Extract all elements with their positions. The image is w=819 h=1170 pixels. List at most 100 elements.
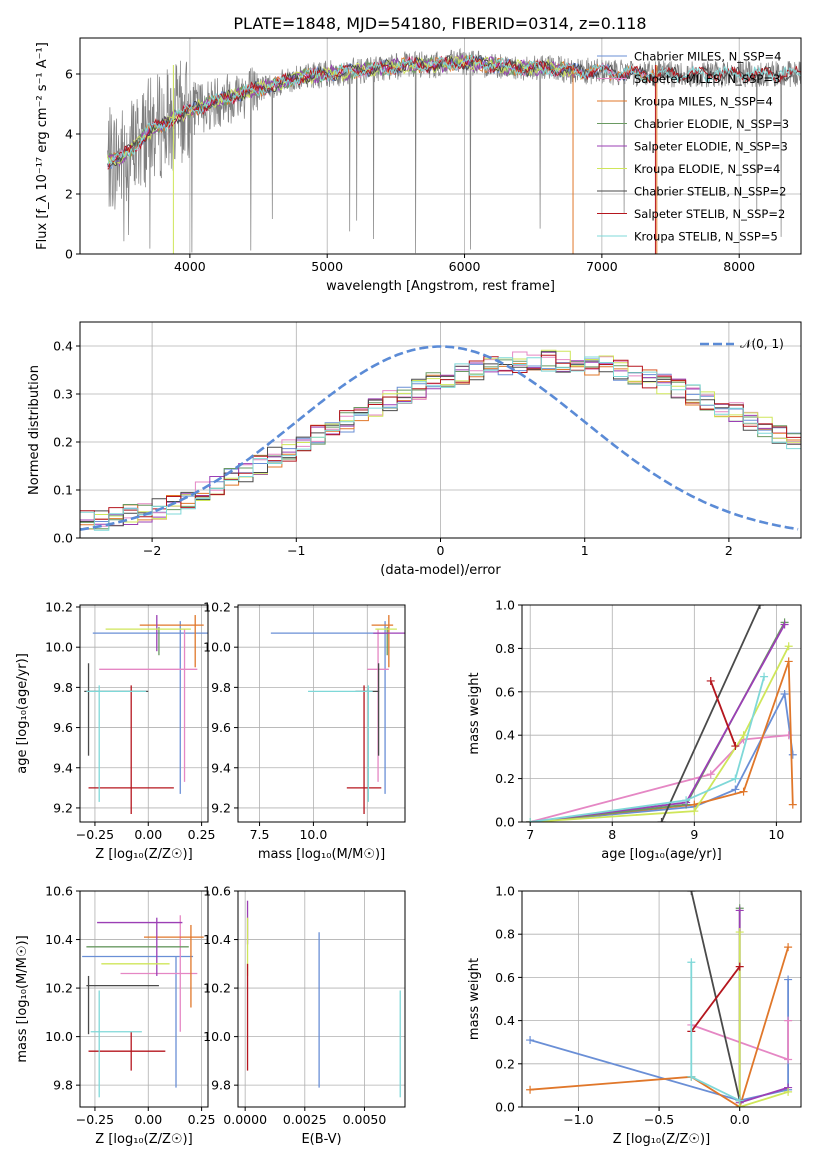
mass-weight-line — [529, 734, 789, 822]
mass-weight-marker — [784, 1016, 793, 1025]
x-tick-label: 10 — [768, 827, 784, 842]
x-tick-label: 5000 — [311, 259, 343, 274]
mass-weight-line — [738, 932, 789, 1107]
axes-frame — [79, 604, 209, 823]
axes-mass-vs-Z: −0.25 0.00 0.25 9.8 10.0 10.2 10.4 10.6 Z [log₁₀… — [15, 884, 216, 1148]
mass-weight-line — [530, 946, 789, 1107]
mass-weight-marker — [780, 689, 789, 698]
x-axis-label: mass [log₁₀(M/M☉)] — [258, 847, 385, 862]
y-tick-label: 9.2 — [53, 800, 73, 815]
y-tick-label: 0.2 — [53, 435, 73, 450]
axes-frame — [79, 890, 209, 1108]
x-axis-label: E(B-V) — [301, 1132, 341, 1147]
y-tick-label: 9.8 — [211, 680, 231, 695]
x-tick-label: 9 — [690, 827, 698, 842]
mass-weight-line — [660, 605, 761, 822]
residual-histogram — [80, 351, 801, 530]
gaussian-curve — [80, 345, 799, 531]
legend-label: Chabrier STELIB, N_SSP=2 — [634, 185, 786, 199]
x-tick-label: 0.25 — [188, 1112, 216, 1127]
mass-weight-marker — [690, 807, 699, 816]
y-axis-label: mass weight — [467, 672, 482, 754]
y-tick-label: 6 — [65, 67, 73, 82]
x-axis-label: age [log₁₀(age/yr)] — [601, 847, 722, 862]
y-tick-label: 0.2 — [495, 1056, 515, 1071]
y-tick-label: 0.8 — [495, 927, 515, 942]
y-axis-label: mass weight — [467, 958, 482, 1040]
x-tick-label: 0.00 — [134, 827, 162, 842]
mass-weight-marker — [784, 642, 793, 651]
axes-mass-vs-EBV: 0.0000 0.0025 0.0050 9.8 10.0 10.2 10.4 10.6 E(B… — [203, 884, 406, 1147]
y-tick-label: 0.0 — [53, 531, 73, 546]
y-axis-label: Normed distribution — [27, 365, 42, 495]
x-tick-label: −0.25 — [76, 1112, 114, 1127]
axes-frame — [237, 890, 406, 1108]
mass-weight-marker — [735, 1096, 744, 1105]
plot-area — [526, 605, 797, 822]
y-tick-label: 4 — [65, 127, 73, 142]
mass-weight-marker — [755, 605, 764, 609]
legend-label: Kroupa STELIB, N_SSP=5 — [634, 230, 778, 244]
y-tick-label: 10.0 — [203, 1029, 231, 1044]
x-tick-label: 2 — [725, 543, 733, 558]
mass-weight-line — [530, 624, 786, 822]
y-tick-label: 10.2 — [45, 981, 73, 996]
axes-mass-weight-vs-Z: −1.0 −0.5 0.0 0.0 0.2 0.4 0.6 0.8 1.0 Z [log₁₀(Z/… — [467, 884, 802, 1147]
y-tick-label: 0.6 — [495, 684, 515, 699]
y-tick-label: 10.4 — [45, 932, 73, 947]
mass-weight-line — [530, 645, 790, 822]
y-tick-label: 10.4 — [203, 932, 231, 947]
mass-weight-marker — [784, 1087, 793, 1096]
y-tick-label: 0.2 — [495, 771, 515, 786]
mass-weight-marker — [788, 750, 797, 759]
mass-weight-marker — [731, 785, 740, 794]
mass-weight-marker — [788, 800, 797, 809]
x-axis-label: wavelength [Angstrom, rest frame] — [326, 279, 555, 294]
y-tick-label: 10.0 — [203, 640, 231, 655]
y-tick-label: 0.4 — [53, 339, 73, 354]
x-tick-label: −2 — [143, 543, 161, 558]
plot-area — [84, 615, 208, 814]
mass-weight-line — [690, 966, 741, 1032]
y-tick-label: 0 — [65, 247, 73, 262]
mass-weight-line — [530, 676, 765, 822]
residual-histogram — [80, 351, 801, 527]
x-tick-label: 0.0 — [730, 1112, 750, 1127]
mass-weight-marker — [687, 891, 696, 895]
legend-label: Chabrier ELODIE, N_SSP=3 — [634, 117, 789, 131]
y-tick-label: 10.0 — [45, 1029, 73, 1044]
y-tick-label: 10.2 — [203, 981, 231, 996]
axes-residuals: −2 −1 0 1 2 0.0 0.1 0.2 0.3 0.4 (data-model)/error… — [27, 321, 802, 578]
y-tick-label: 1.0 — [495, 598, 515, 613]
mass-weight-marker — [784, 943, 793, 952]
x-tick-label: 7 — [526, 827, 534, 842]
y-tick-label: 0.0 — [495, 815, 515, 830]
mass-weight-line — [690, 962, 741, 1102]
x-tick-label: 8 — [608, 827, 616, 842]
x-tick-label: 0.0050 — [343, 1112, 387, 1127]
mass-weight-marker — [731, 742, 740, 751]
x-tick-label: 1 — [581, 543, 589, 558]
y-tick-label: 10.6 — [203, 884, 231, 899]
residual-histogram — [80, 354, 801, 520]
y-tick-label: 9.8 — [53, 1078, 73, 1093]
model-spectrum-line — [107, 55, 575, 166]
x-tick-label: 0.0025 — [283, 1112, 327, 1127]
x-tick-label: 8000 — [723, 259, 755, 274]
legend-label: Kroupa MILES, N_SSP=4 — [634, 95, 773, 109]
y-tick-label: 2 — [65, 187, 73, 202]
x-axis-label: Z [log₁₀(Z/Z☉)] — [95, 847, 192, 862]
y-tick-label: 0.0 — [495, 1100, 515, 1115]
mass-weight-marker — [780, 620, 789, 629]
y-tick-label: 9.8 — [211, 1078, 231, 1093]
x-tick-label: −1 — [287, 543, 305, 558]
mass-weight-line — [738, 910, 789, 1104]
mass-weight-marker — [526, 1036, 535, 1045]
y-tick-label: 10.2 — [203, 600, 231, 615]
mass-weight-marker — [760, 672, 769, 681]
y-axis-label: mass [log₁₀(M/M☉)] — [15, 935, 30, 1062]
mass-weight-marker — [784, 1055, 793, 1064]
legend-label: Salpeter STELIB, N_SSP=2 — [634, 207, 785, 221]
x-axis-label: Z [log₁₀(Z/Z☉)] — [613, 1132, 710, 1147]
mass-weight-marker — [735, 928, 744, 937]
